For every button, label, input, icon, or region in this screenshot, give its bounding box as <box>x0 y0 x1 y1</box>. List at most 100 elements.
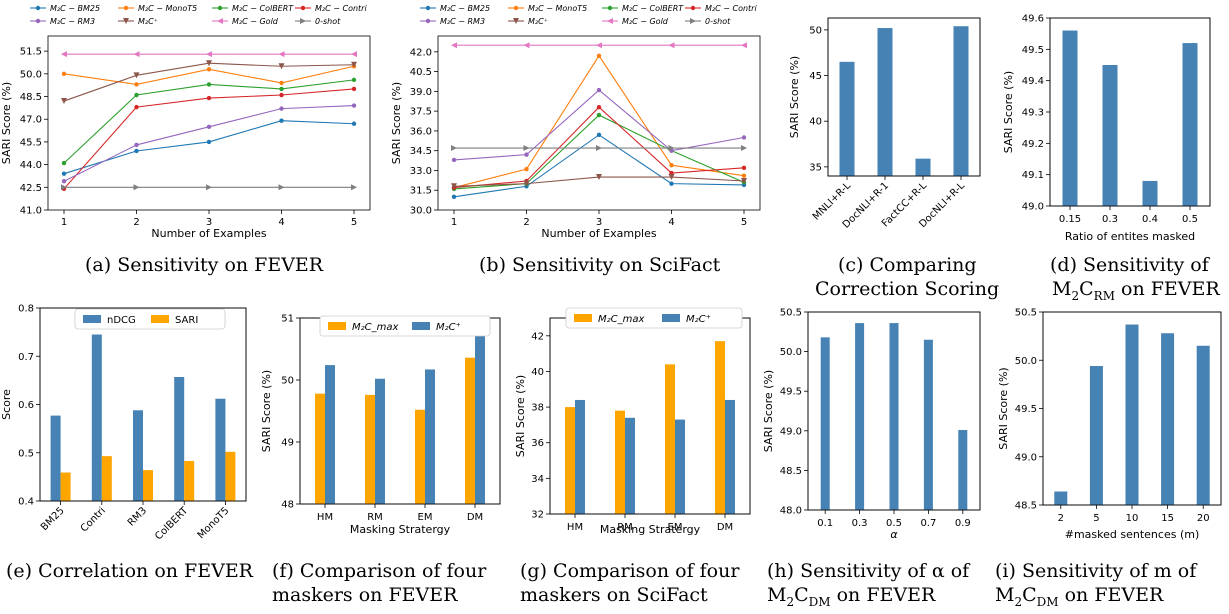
data-point <box>524 166 529 172</box>
y-tick-label: 0.5 <box>18 448 34 459</box>
caption-i-line2: M2CDM on FEVER <box>995 584 1164 609</box>
caption-d-line2: M2CRM on FEVER <box>1052 278 1220 303</box>
x-tick-label: EM <box>418 512 433 523</box>
y-tick-label: 50 <box>281 376 294 387</box>
x-tick-label: 2 <box>523 217 529 228</box>
x-tick-label: 10 <box>1126 513 1139 524</box>
x-tick-label: 15 <box>1161 513 1174 524</box>
data-point <box>133 72 140 79</box>
data-point <box>451 145 457 152</box>
data-point <box>741 42 747 49</box>
y-tick-label: 49.5 <box>780 387 802 398</box>
bar-bar_blue <box>50 415 61 501</box>
data-point <box>61 184 67 191</box>
bar-bar_blue <box>475 335 485 504</box>
x-axis-label: Masking Stratergy <box>350 523 451 536</box>
bar-bar_blue <box>1182 43 1198 206</box>
data-point <box>279 92 284 98</box>
x-tick-label: 3 <box>206 217 212 228</box>
x-tick-label: 5 <box>741 217 747 228</box>
data-point <box>351 77 357 83</box>
legend-box <box>565 307 743 329</box>
data-point <box>35 18 41 24</box>
legend-label-zeroshot: 0-shot <box>315 17 341 26</box>
x-axis-label: #masked sentences (m) <box>1065 528 1200 541</box>
y-tick-label: 38 <box>531 403 544 414</box>
bar-bar_blue <box>133 410 143 501</box>
y-tick-label: 44.0 <box>20 160 42 171</box>
data-point <box>278 51 285 58</box>
x-axis-label: Number of Examples <box>541 227 657 240</box>
data-point <box>351 103 357 108</box>
legend-swatch-bar_blue <box>412 322 430 330</box>
data-point <box>206 139 212 145</box>
bar-bar_blue <box>91 334 102 501</box>
y-axis-label: SARI Score (%) <box>390 82 403 164</box>
data-point <box>523 145 530 152</box>
caption-h-line2: M2CDM on FEVER <box>767 584 936 609</box>
x-tick-label: 0.5 <box>1182 214 1198 225</box>
data-point <box>607 5 613 11</box>
x-tick-label: 4 <box>668 217 674 228</box>
caption-f-line2: maskers on FEVER <box>272 584 458 606</box>
y-axis-label: SARI Score (%) <box>0 82 13 164</box>
legend-label-bar_blue: nDCG <box>107 315 136 326</box>
data-point <box>300 18 306 24</box>
x-tick-label: 0.1 <box>817 518 833 529</box>
legend-label-rm3: M₂C − RM3 <box>440 17 485 26</box>
y-tick-label: 50 <box>809 25 822 36</box>
data-point <box>451 42 457 49</box>
y-axis-label: SARI Score (%) <box>997 367 1010 449</box>
x-tick-label: DM <box>717 522 733 533</box>
caption-d-line1: (d) Sensitivity of <box>1050 254 1209 276</box>
y-tick-label: 32 <box>531 510 544 521</box>
bar-bar_orange <box>665 364 675 514</box>
bar-bar_orange <box>184 460 195 501</box>
legend-swatch-bar_blue <box>662 314 680 322</box>
bar-bar_blue <box>1062 30 1078 207</box>
chart-panel-b: 30.0 31.5 33.0 34.5 36.0 37.5 39.0 40.5 42.0 SARI… <box>390 0 770 250</box>
legend-label-bm25: M₂C − BM25 <box>50 4 100 13</box>
bar-bar_blue <box>1102 65 1118 206</box>
data-point <box>206 95 212 101</box>
data-point <box>279 86 284 92</box>
data-point <box>596 87 602 93</box>
legend-label-bar_orange: SARI <box>175 315 198 326</box>
data-point <box>35 5 41 11</box>
data-point <box>279 118 284 123</box>
data-point <box>123 5 129 11</box>
y-tick-label: 37.5 <box>410 107 432 118</box>
y-tick-label: 42.5 <box>20 183 42 194</box>
data-point <box>741 145 747 152</box>
y-tick-label: 49.5 <box>1022 45 1044 56</box>
y-tick-label: 49.1 <box>1022 170 1044 181</box>
legend-label-contri: M₂C − Contri <box>705 4 757 13</box>
bar-bar_orange <box>615 410 625 514</box>
x-tick-label: EM <box>668 522 683 533</box>
y-tick-label: 42 <box>531 331 544 342</box>
bar-bar_orange <box>415 409 425 504</box>
y-tick-label: 49.2 <box>1022 139 1044 150</box>
bar-bar_blue <box>889 323 899 510</box>
legend-label-gold: M₂C − Gold <box>622 17 669 26</box>
y-tick-label: 49.0 <box>1015 452 1037 463</box>
x-tick-label: Contri <box>79 505 108 534</box>
x-tick-label: 2 <box>1058 513 1064 524</box>
chart-panel-g: 32 34 36 38 40 42 SARI Score (%) HM RM EM DM Maskin… <box>512 300 757 550</box>
data-point <box>61 71 67 77</box>
legend-label-colbert: M₂C − ColBERT <box>622 4 684 13</box>
y-tick-label: 31.5 <box>410 186 432 197</box>
bar-bar_blue <box>877 28 893 177</box>
bar-bar_orange <box>60 472 71 501</box>
y-axis-label: Score <box>0 389 13 420</box>
data-point <box>690 5 696 11</box>
x-axis-label: Masking Stratergy <box>600 523 701 536</box>
x-tick-label: 0.9 <box>955 518 971 529</box>
legend-label-monot5: M₂C − MonoT5 <box>528 4 587 13</box>
y-tick-label: 41.0 <box>20 206 42 217</box>
y-tick-label: 36 <box>531 438 544 449</box>
x-tick-label: BM25 <box>39 505 67 533</box>
bar-bar_blue <box>1089 366 1103 505</box>
plot-frame <box>39 307 247 502</box>
y-tick-label: 48.5 <box>20 92 42 103</box>
